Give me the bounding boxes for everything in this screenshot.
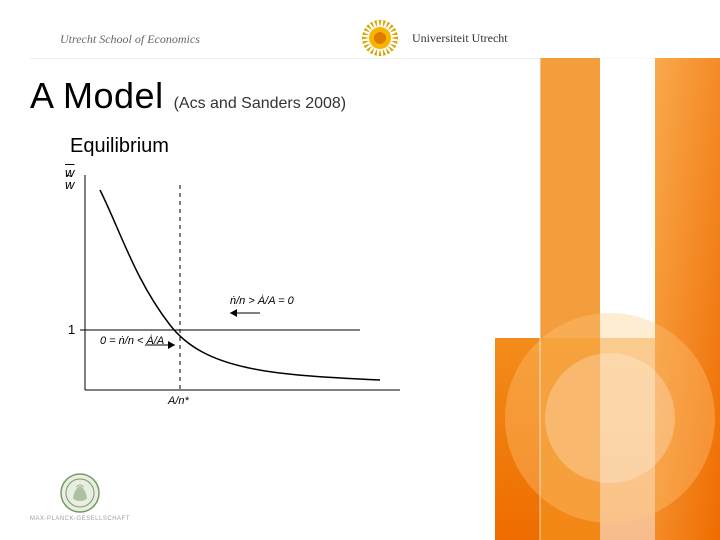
slide-title: A Model (Acs and Sanders 2008) [30, 75, 346, 117]
equilibrium-diagram: ww~ 1 ṅ/n > Ȧ/A = 0 0 = ṅ/n < Ȧ/A A/n* A… [70, 175, 410, 405]
mpg-seal-icon [59, 472, 101, 514]
uu-logo: Universiteit Utrecht [360, 18, 508, 58]
y-tick-1: 1 [68, 322, 75, 337]
right-decoration [495, 58, 720, 540]
uu-logo-text: Universiteit Utrecht [412, 31, 508, 46]
eq-upper-annotation: ṅ/n > Ȧ/A = 0 [230, 295, 294, 307]
eq-lower-annotation: 0 = ṅ/n < Ȧ/A [100, 335, 164, 347]
header: Utrecht School of Economics Universiteit… [0, 12, 720, 60]
x-eq-label: A/n* [168, 395, 189, 407]
mpg-logo: MAX-PLANCK-GESELLSCHAFT [30, 472, 130, 522]
use-logo-text: Utrecht School of Economics [60, 32, 200, 47]
title-sub: (Acs and Sanders 2008) [174, 95, 347, 113]
y-axis-label: ww~ [65, 167, 74, 190]
uu-seal-icon [360, 18, 400, 58]
slide: Utrecht School of Economics Universiteit… [0, 0, 720, 540]
slide-subtitle: Equilibrium [70, 135, 169, 158]
title-main: A Model [30, 75, 164, 117]
mpg-label: MAX-PLANCK-GESELLSCHAFT [30, 516, 130, 522]
